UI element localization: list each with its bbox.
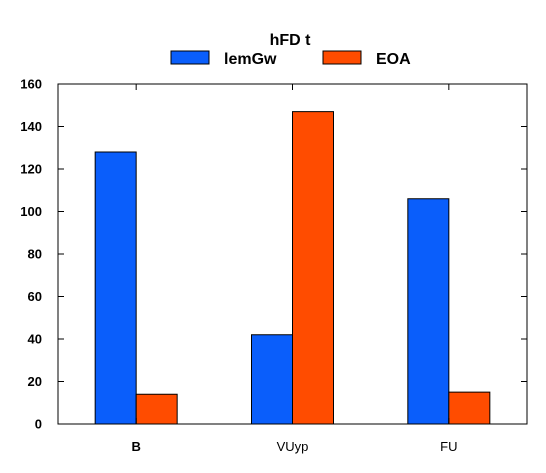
y-tick-label: 40 [28, 332, 42, 347]
x-tick-label-B: B [131, 439, 140, 454]
legend-label-series-2: EOA [376, 51, 411, 68]
y-tick-label: 120 [20, 162, 42, 177]
bar-lemGw-B [94, 151, 137, 425]
y-tick-label: 20 [28, 374, 42, 389]
x-tick-label-FU: FU [440, 439, 457, 454]
legend-label-series-1: lemGw [224, 51, 277, 68]
legend-swatch-series-1 [170, 50, 210, 65]
y-tick-label: 60 [28, 289, 42, 304]
bar-EOA-B [135, 393, 178, 425]
bar-lemGw-FU [407, 198, 450, 425]
plot-area: 0 20 40 60 80 100 120 140 160 B VUyp FU [20, 77, 528, 454]
bar-EOA-VUyp [292, 111, 334, 425]
legend: hFD t lemGw EOA [170, 32, 411, 68]
bar-lemGw-VUyp [251, 334, 293, 425]
y-tick-label: 80 [28, 247, 42, 262]
y-tick-label: 140 [20, 119, 42, 134]
legend-swatch-series-2 [322, 50, 362, 65]
y-tick-label: 100 [20, 204, 42, 219]
x-tick-label-VUyp: VUyp [277, 439, 309, 454]
y-tick-label: 160 [20, 77, 42, 92]
y-tick-label: 0 [35, 417, 42, 432]
legend-title: hFD t [270, 32, 312, 49]
bar-EOA-FU [448, 391, 491, 425]
